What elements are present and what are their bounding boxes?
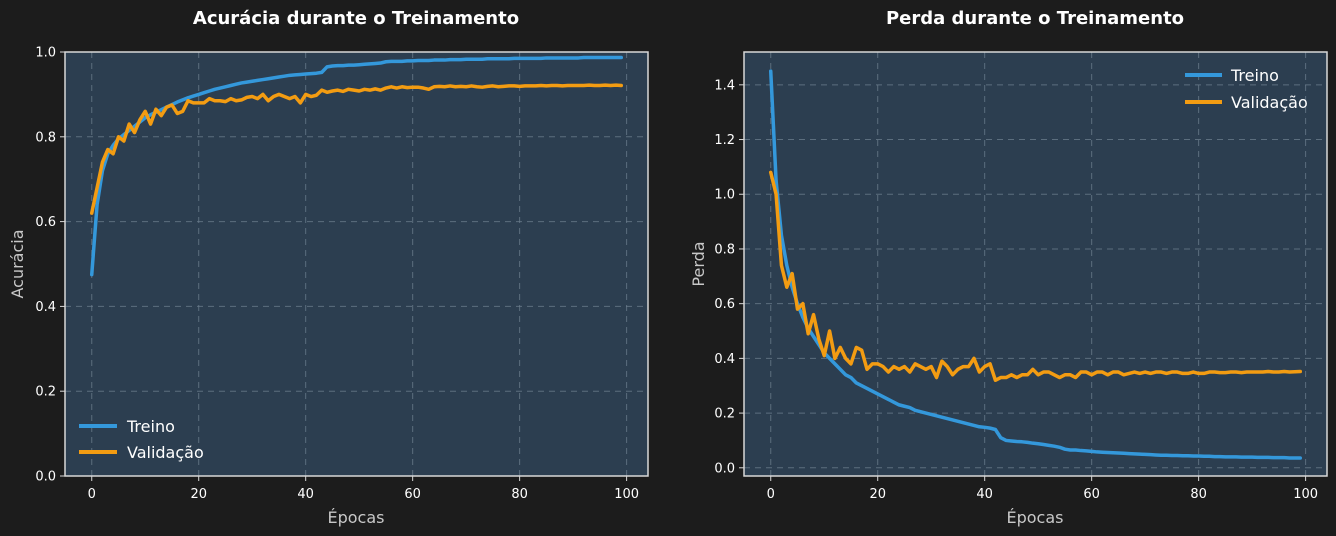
accuracy-legend: Treino Validação [79,417,204,462]
loss-x-tick-label: 40 [976,487,993,502]
loss-y-tick-label: 0.2 [714,407,735,422]
loss-y-tick-label: 0.6 [714,297,735,312]
loss-x-tick-label: 100 [1293,487,1318,502]
accuracy-chart: Acurácia durante o Treinamento 0 20 40 60 80… [8,8,649,527]
loss-chart-title: Perda durante o Treinamento [886,8,1184,29]
accuracy-series-validation-line [89,83,624,215]
loss-y-tick-label: 1.2 [714,133,735,148]
accuracy-x-tick-label: 40 [297,487,314,502]
loss-y-axis-label: Perda [689,241,708,286]
accuracy-y-axis-label: Acurácia [8,229,27,298]
loss-x-tick-label: 60 [1083,487,1100,502]
loss-grid [744,52,1327,476]
accuracy-y-tick-label: 0.0 [35,470,56,485]
loss-x-tick-label: 80 [1190,487,1207,502]
accuracy-lines [89,55,624,277]
loss-legend-label-train: Treino [1230,66,1279,85]
accuracy-y-tick-label: 0.4 [35,300,56,315]
loss-y-ticks: 0.0 0.2 0.4 0.6 0.8 1.0 1.2 1.4 [714,78,744,476]
loss-x-ticks: 0 20 40 60 80 100 [767,476,1318,502]
loss-y-tick-label: 0.8 [714,242,735,257]
loss-x-tick-label: 0 [767,487,775,502]
loss-legend: Treino Validação [1185,66,1308,112]
loss-y-tick-label: 1.4 [714,78,735,93]
loss-chart: Perda durante o Treinamento 0 20 40 60 80 100… [689,8,1328,527]
accuracy-x-tick-label: 20 [190,487,207,502]
accuracy-series-train-line [89,55,624,277]
loss-y-tick-label: 0.0 [714,461,735,476]
loss-y-tick-label: 1.0 [714,188,735,203]
loss-y-tick-label: 0.4 [714,352,735,367]
accuracy-legend-label-validation: Validação [127,443,204,462]
loss-series-train-line [768,69,1303,460]
accuracy-x-tick-label: 100 [614,487,639,502]
accuracy-y-ticks: 0.0 0.2 0.4 0.6 0.8 1.0 [35,46,65,485]
accuracy-x-tick-label: 0 [88,487,96,502]
loss-series-validation-line [768,170,1303,383]
accuracy-y-tick-label: 1.0 [35,46,56,61]
accuracy-chart-title: Acurácia durante o Treinamento [193,8,519,29]
accuracy-x-tick-label: 60 [404,487,421,502]
accuracy-y-tick-label: 0.2 [35,385,56,400]
accuracy-plot-area [65,52,648,476]
accuracy-x-ticks: 0 20 40 60 80 100 [88,476,639,502]
loss-x-axis-label: Épocas [1007,508,1064,527]
accuracy-legend-label-train: Treino [126,417,175,436]
loss-x-tick-label: 20 [869,487,886,502]
accuracy-x-tick-label: 80 [511,487,528,502]
accuracy-x-axis-label: Épocas [328,508,385,527]
loss-plot-frame [743,51,1328,477]
accuracy-y-tick-label: 0.6 [35,215,56,230]
accuracy-y-tick-label: 0.8 [35,130,56,145]
loss-lines [768,69,1303,460]
loss-plot-area [744,52,1327,476]
accuracy-plot-frame [64,51,649,477]
loss-legend-label-validation: Validação [1231,93,1308,112]
